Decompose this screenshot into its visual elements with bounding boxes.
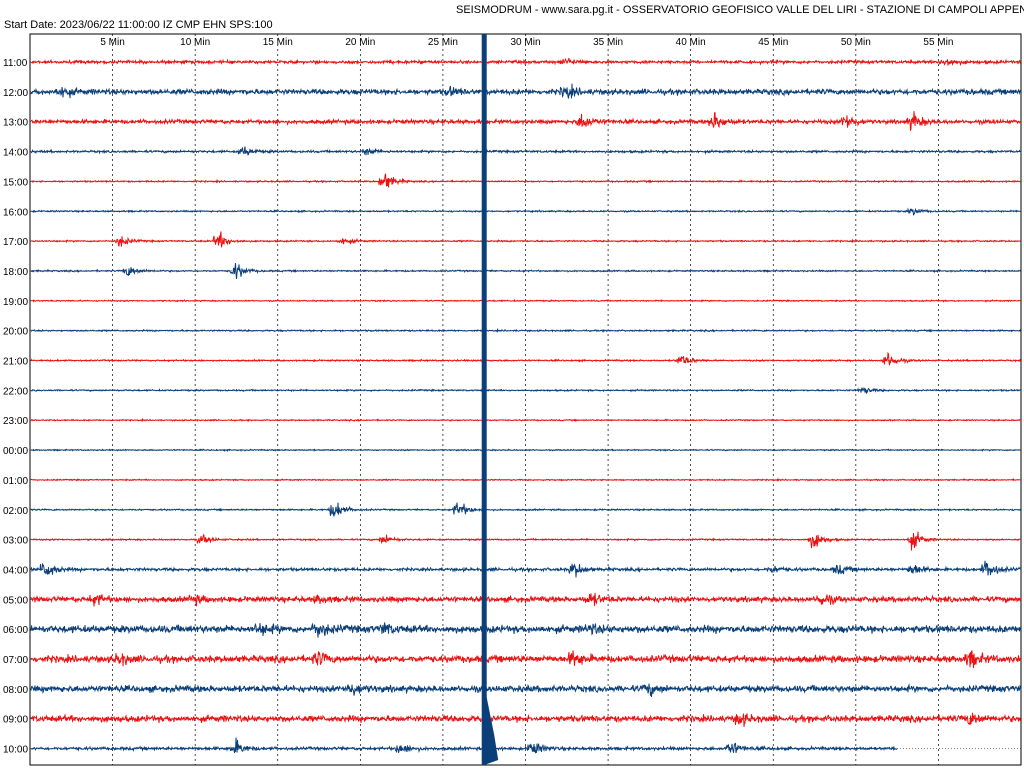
hour-label: 08:00 xyxy=(3,685,28,696)
seismic-trace xyxy=(30,737,898,754)
hour-label: 22:00 xyxy=(3,386,28,397)
seismic-trace xyxy=(30,592,1022,607)
seismic-trace xyxy=(30,111,1022,131)
start-info: Start Date: 2023/06/22 11:00:00 IZ CMP E… xyxy=(4,19,273,31)
hour-label: 12:00 xyxy=(3,88,28,99)
seismic-trace xyxy=(30,173,1022,188)
seismic-trace xyxy=(30,387,1022,394)
hour-label: 11:00 xyxy=(3,58,28,69)
minute-tick-label: 50 Min xyxy=(841,37,871,48)
minute-tick-label: 10 Min xyxy=(180,37,210,48)
seismic-trace xyxy=(30,560,1022,578)
hour-label: 00:00 xyxy=(3,446,28,457)
hour-label: 07:00 xyxy=(3,655,28,666)
seismic-trace xyxy=(30,146,1022,156)
seismic-trace xyxy=(30,298,1022,303)
seismic-trace xyxy=(30,683,1022,698)
minute-tick-label: 30 Min xyxy=(510,37,540,48)
minute-tick-label: 15 Min xyxy=(263,37,293,48)
seismic-trace xyxy=(30,263,1022,280)
hour-label: 18:00 xyxy=(3,267,28,278)
hour-label: 09:00 xyxy=(3,715,28,726)
seismic-trace xyxy=(30,57,1022,67)
hour-label: 10:00 xyxy=(3,745,28,756)
hour-label: 17:00 xyxy=(3,237,28,248)
hour-label: 23:00 xyxy=(3,416,28,427)
chart-title: SEISMODRUM - www.sara.pg.it - OSSERVATOR… xyxy=(456,4,1024,16)
seismic-trace xyxy=(30,351,1022,366)
hour-label: 21:00 xyxy=(3,357,28,368)
seismic-trace xyxy=(30,477,1022,482)
minute-tick-label: 20 Min xyxy=(345,37,375,48)
hour-label: 14:00 xyxy=(3,148,28,159)
hour-label: 05:00 xyxy=(3,595,28,606)
seismic-trace xyxy=(30,502,1022,517)
minute-tick-label: 45 Min xyxy=(758,37,788,48)
hour-label: 06:00 xyxy=(3,625,28,636)
hour-label: 01:00 xyxy=(3,476,28,487)
seismic-trace xyxy=(30,231,1022,248)
minute-tick-label: 55 Min xyxy=(923,37,953,48)
minute-tick-label: 5 Min xyxy=(100,37,124,48)
seismic-trace xyxy=(30,622,1022,638)
large-event-band xyxy=(481,34,487,765)
minute-tick-label: 35 Min xyxy=(593,37,623,48)
seismic-trace xyxy=(30,83,1022,99)
hour-label: 13:00 xyxy=(3,118,28,129)
hour-label: 15:00 xyxy=(3,177,28,188)
seismic-trace xyxy=(31,207,1022,216)
hour-label: 03:00 xyxy=(3,536,28,547)
hour-label: 16:00 xyxy=(3,207,28,218)
seismic-trace xyxy=(30,712,1021,727)
hour-label: 04:00 xyxy=(3,565,28,576)
seismic-trace xyxy=(30,650,1022,669)
seismic-trace xyxy=(30,417,1022,423)
minute-tick-label: 25 Min xyxy=(428,37,458,48)
minute-tick-label: 40 Min xyxy=(676,37,706,48)
seismic-trace xyxy=(30,448,1022,453)
seismic-trace xyxy=(30,327,1022,333)
large-event-tail xyxy=(484,685,499,765)
hour-label: 19:00 xyxy=(3,297,28,308)
hour-label: 20:00 xyxy=(3,327,28,338)
hour-label: 02:00 xyxy=(3,506,28,517)
seismic-trace xyxy=(30,531,1022,551)
